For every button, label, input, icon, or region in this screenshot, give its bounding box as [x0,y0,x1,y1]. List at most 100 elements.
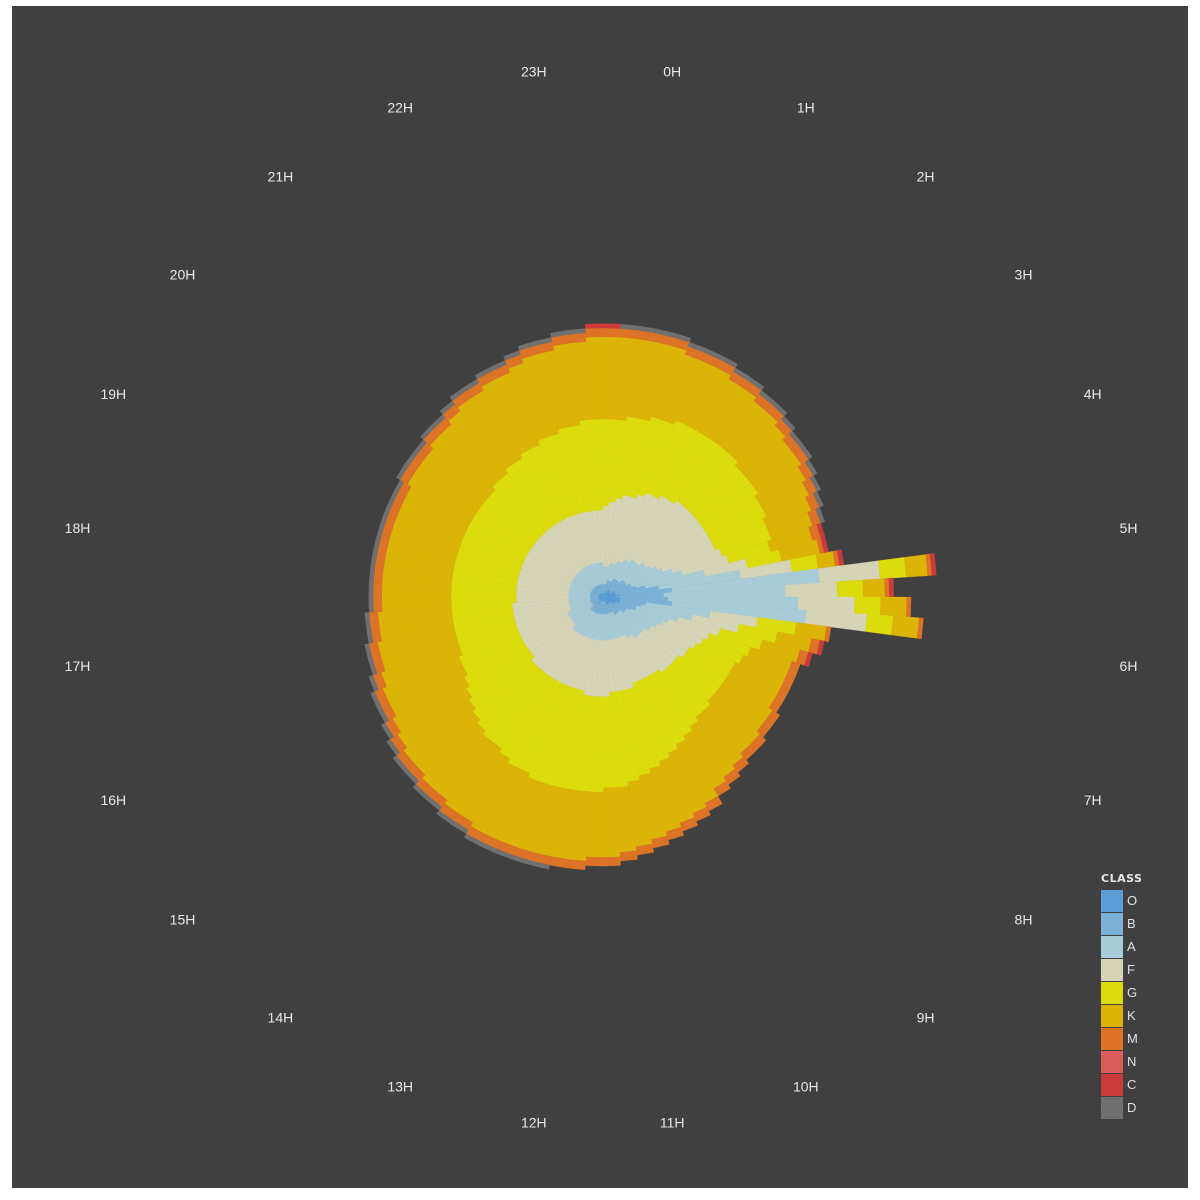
bar-segment-M-47 [602,856,621,867]
bar-segment-C-0 [602,323,622,329]
bar-segment-D-16 [809,475,822,492]
bar-segment-M-26 [824,626,832,643]
bar-segment-M-71 [372,596,383,613]
hour-label-0H: 0H [663,64,681,80]
hour-label-9H: 9H [917,1010,935,1026]
legend-item-M: M [1101,1027,1171,1050]
bar-segment-K-24 [880,596,907,618]
bar-segment-D-9 [747,376,765,391]
bar-segment-D-61 [392,755,408,772]
bar-segment-D-65 [370,691,382,709]
hour-label-2H: 2H [917,169,935,185]
hour-label-15H: 15H [170,912,196,928]
bar-segment-M-23 [884,578,890,598]
hour-label-17H: 17H [65,658,91,674]
legend-swatch-A [1101,935,1123,958]
bar-segment-M-25 [916,617,924,640]
bar-segment-G-22 [878,557,907,579]
legend-swatch-C [1101,1073,1123,1096]
bar-segment-M-70 [368,611,380,628]
hour-label-8H: 8H [1015,912,1033,928]
bar-segment-D-70 [364,612,371,629]
hour-label-19H: 19H [100,386,126,402]
hour-label-20H: 20H [170,266,196,282]
legend-swatch-M [1101,1027,1123,1050]
hour-label-10H: 10H [793,1079,819,1095]
bar-segment-K-23 [862,578,886,598]
legend-item-B: B [1101,912,1171,935]
bar-segment-D-4 [672,332,692,343]
bar-segment-G-24 [854,596,881,616]
legend-swatch-G [1101,981,1123,1004]
hour-label-1H: 1H [797,99,815,115]
bar-segment-D-57 [436,810,454,825]
bar-segment-D-55 [463,833,483,847]
legend-swatch-D [1101,1096,1123,1119]
legend-swatch-F [1101,958,1123,981]
hour-label-18H: 18H [65,520,91,536]
legend-label-A: A [1127,939,1136,954]
legend-item-O: O [1101,889,1171,912]
bar-segment-D-18 [815,507,826,524]
bar-segment-M-46 [619,850,638,862]
bar-segment-C-23 [888,577,894,598]
legend-item-F: F [1101,958,1171,981]
bar-segment-M-95 [585,327,604,338]
bar-segment-D-72 [368,581,374,598]
bar-segment-K-25 [891,615,920,639]
legend-item-N: N [1101,1050,1171,1073]
hour-label-14H: 14H [268,1010,294,1026]
bar-segment-D-59 [412,783,429,800]
legend-label-B: B [1127,916,1136,931]
hour-labels: 0H 1H 2H 3H 4H 5H 6H 7H 8H 9H 10H 11H 12H 13H 14H 15H 16… [65,64,1138,1131]
bar-segment-M-73 [373,566,384,583]
legend-swatch-B [1101,912,1123,935]
legend-label-G: G [1127,985,1138,1000]
legend-title: CLASS [1101,872,1143,885]
hour-label-6H: 6H [1120,658,1138,674]
hour-label-5H: 5H [1120,520,1138,536]
bar-segment-M-0 [602,327,621,338]
hour-label-23H: 23H [521,64,547,80]
hour-label-7H: 7H [1084,792,1102,808]
bar-segment-D-14 [799,443,813,460]
bar-segment-D-68 [364,643,373,661]
bar-segment-K-22 [904,554,928,578]
legend-swatch-N [1101,1050,1123,1073]
legend-item-D: D [1101,1096,1171,1119]
hour-label-3H: 3H [1015,266,1033,282]
bar-segment-G-25 [865,614,894,636]
legend-label-F: F [1127,962,1135,977]
legend-swatch-O [1101,889,1123,912]
legend-label-D: D [1127,1100,1137,1115]
legend-label-M: M [1127,1031,1138,1046]
bar-segment-M-72 [372,581,383,598]
bar-segment-D-66 [368,674,379,692]
hour-label-12H: 12H [521,1115,547,1131]
bar-segment-G-23 [836,579,864,598]
hour-label-22H: 22H [387,99,413,115]
hour-label-13H: 13H [387,1079,413,1095]
bar-segment-M-48 [585,856,604,867]
bar-segment-D-7 [719,355,738,368]
bar-segment-C-27 [816,640,825,656]
bar-segment-D-17 [812,491,824,508]
bar-segment-C-22 [929,553,937,576]
bar-segment-M-49 [567,859,586,870]
hour-label-11H: 11H [660,1115,685,1131]
bar-segment-D-71 [368,596,374,613]
bar-segment-M-24 [905,596,912,618]
legend-label-K: K [1127,1008,1136,1023]
legend-label-O: O [1127,893,1138,908]
legend-label-N: N [1127,1054,1137,1069]
bar-segment-D-12 [780,415,796,432]
legend-swatch-K [1101,1004,1123,1027]
bar-segment-C-28 [804,651,813,667]
legend-item-G: G [1101,981,1171,1004]
legend-item-A: A [1101,935,1171,958]
legend-label-C: C [1127,1077,1137,1092]
hour-label-21H: 21H [268,169,294,185]
